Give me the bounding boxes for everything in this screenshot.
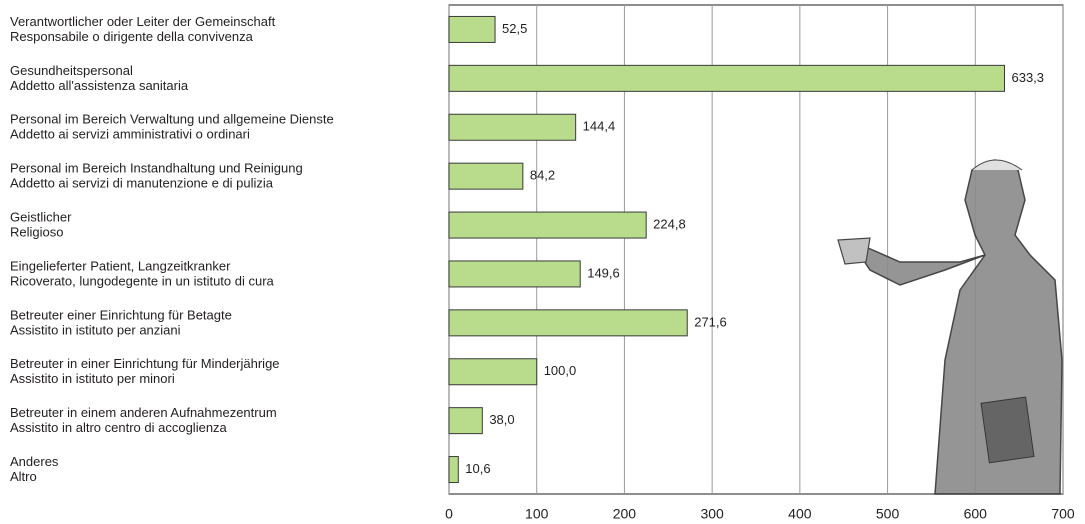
category-label: Geistlicher bbox=[10, 209, 72, 224]
x-tick-label: 200 bbox=[613, 506, 637, 522]
value-label: 84,2 bbox=[530, 168, 555, 183]
category-label: Personal im Bereich Instandhaltung und R… bbox=[10, 161, 303, 176]
bar bbox=[449, 408, 482, 434]
bar bbox=[449, 359, 537, 385]
value-label: 144,4 bbox=[583, 119, 616, 134]
category-label: Addetto all'assistenza sanitaria bbox=[10, 78, 189, 93]
category-label: Religioso bbox=[10, 224, 63, 239]
value-label: 38,0 bbox=[489, 412, 514, 427]
value-label: 271,6 bbox=[694, 314, 727, 329]
bar bbox=[449, 261, 580, 287]
category-label: Ricoverato, lungodegente in un istituto … bbox=[10, 273, 275, 288]
chart: 0 100 200 300 400 500 600 700 Verantwortlicher o… bbox=[0, 0, 1085, 524]
category-label: Betreuter in einer Einrichtung für Minde… bbox=[10, 356, 280, 371]
value-label: 100,0 bbox=[544, 363, 577, 378]
bar bbox=[449, 212, 646, 238]
category-label: Betreuter einer Einrichtung für Betagte bbox=[10, 307, 232, 322]
x-tick-label: 700 bbox=[1051, 506, 1075, 522]
category-label: Assistito in altro centro di accoglienza bbox=[10, 420, 228, 435]
x-tick-label: 600 bbox=[964, 506, 988, 522]
bar bbox=[449, 310, 687, 336]
value-label: 149,6 bbox=[587, 265, 620, 280]
bar bbox=[449, 114, 576, 140]
category-label: Verantwortlicher oder Leiter der Gemeins… bbox=[10, 14, 276, 29]
category-label: Gesundheitspersonal bbox=[10, 63, 133, 78]
value-label: 633,3 bbox=[1011, 70, 1044, 85]
category-label: Addetto ai servizi di manutenzione e di … bbox=[10, 176, 274, 191]
value-label: 52,5 bbox=[502, 21, 527, 36]
category-label: Responsabile o dirigente della convivenz… bbox=[10, 29, 254, 44]
category-label: Assistito in istituto per anziani bbox=[10, 322, 181, 337]
bar bbox=[449, 16, 495, 42]
bar bbox=[449, 65, 1004, 91]
category-label: Assistito in istituto per minori bbox=[10, 371, 175, 386]
x-tick-label: 0 bbox=[445, 506, 453, 522]
category-label: Anderes bbox=[10, 454, 59, 469]
category-label: Eingelieferter Patient, Langzeitkranker bbox=[10, 258, 231, 273]
category-label: Addetto ai servizi amministrativi o ordi… bbox=[10, 127, 250, 142]
value-label: 10,6 bbox=[465, 461, 490, 476]
category-label: Betreuter in einem anderen Aufnahmezentr… bbox=[10, 405, 277, 420]
bar bbox=[449, 163, 523, 189]
category-label: Altro bbox=[10, 469, 37, 484]
x-tick-label: 500 bbox=[876, 506, 900, 522]
bar bbox=[449, 457, 458, 483]
x-tick-label: 400 bbox=[788, 506, 812, 522]
value-label: 224,8 bbox=[653, 216, 686, 231]
x-tick-label: 300 bbox=[700, 506, 724, 522]
x-tick-label: 100 bbox=[525, 506, 549, 522]
category-label: Personal im Bereich Verwaltung und allge… bbox=[10, 112, 334, 127]
